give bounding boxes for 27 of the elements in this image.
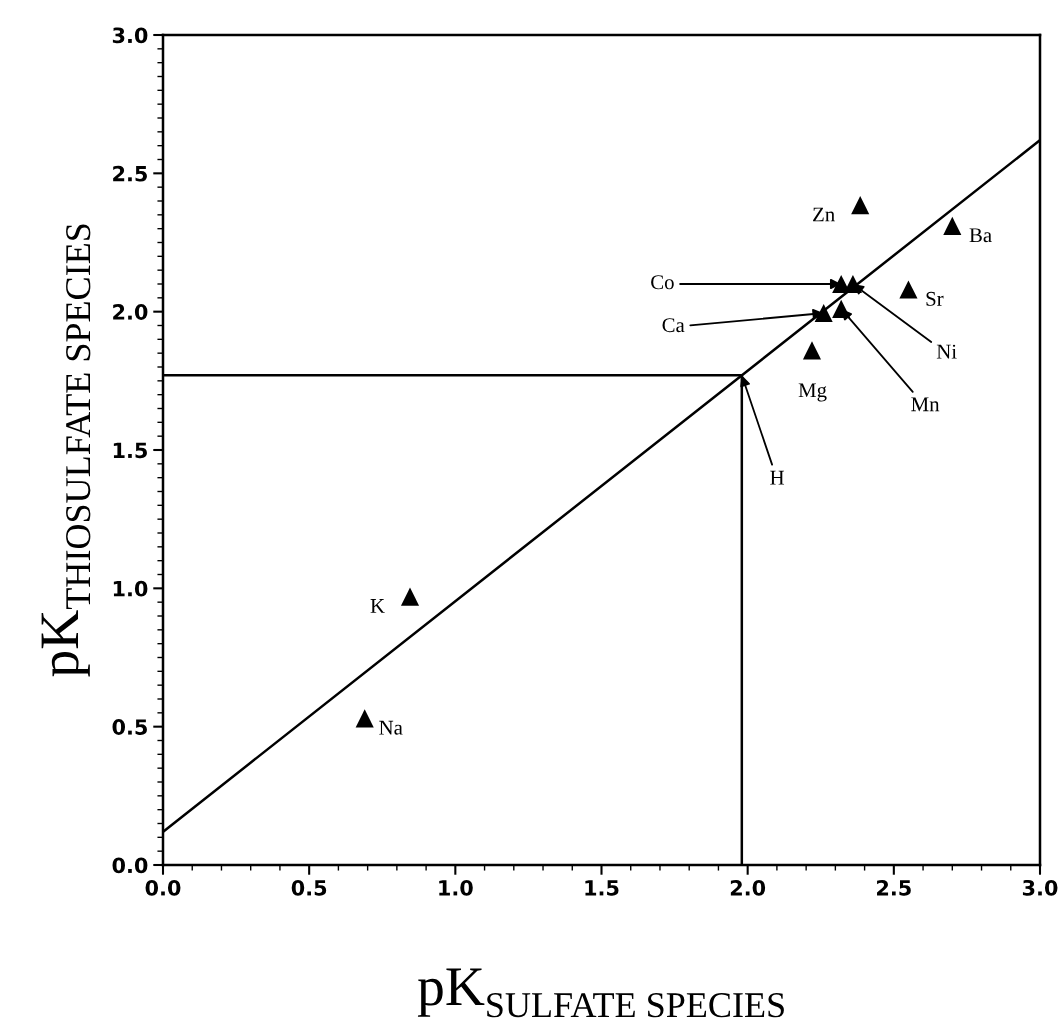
annotation: K	[370, 599, 385, 613]
y-tick-label: 2.0	[113, 304, 148, 320]
annotation: Ni	[936, 344, 957, 359]
x-tick-label: 0.5	[291, 879, 327, 896]
annotation: Mg	[798, 383, 827, 402]
x-tick-label: 2.5	[877, 879, 911, 896]
annotation: Ba	[969, 228, 992, 243]
x-tick-label: 0.0	[145, 879, 181, 896]
y-tick-label: 3.0	[112, 27, 148, 44]
x-tick-label: 3.0	[1022, 879, 1058, 896]
y-tick-label: 0.0	[112, 857, 148, 874]
x-tick-label: 1.5	[585, 880, 619, 896]
annotation: Ca	[662, 318, 685, 333]
y-tick-label: 2.5	[113, 165, 147, 182]
y-tick-label: 0.5	[112, 719, 147, 735]
annotation: Zn	[813, 207, 835, 222]
y-tick-label: 1.5	[113, 442, 147, 459]
x-tick-label: 1.0	[439, 879, 473, 896]
annotation: Mn	[911, 397, 940, 412]
annotation: Co	[651, 275, 674, 290]
y-axis-title: pKTHIOSULFATE SPECIES	[41, 224, 91, 677]
y-tick-label: 1.0	[113, 580, 148, 597]
annotation: Na	[379, 720, 403, 735]
x-axis-title: pKSULFATE SPECIES	[417, 968, 784, 1018]
x-tick-label: 2.0	[730, 879, 766, 896]
annotation: Sr	[926, 291, 944, 306]
annotation: H	[770, 470, 785, 485]
